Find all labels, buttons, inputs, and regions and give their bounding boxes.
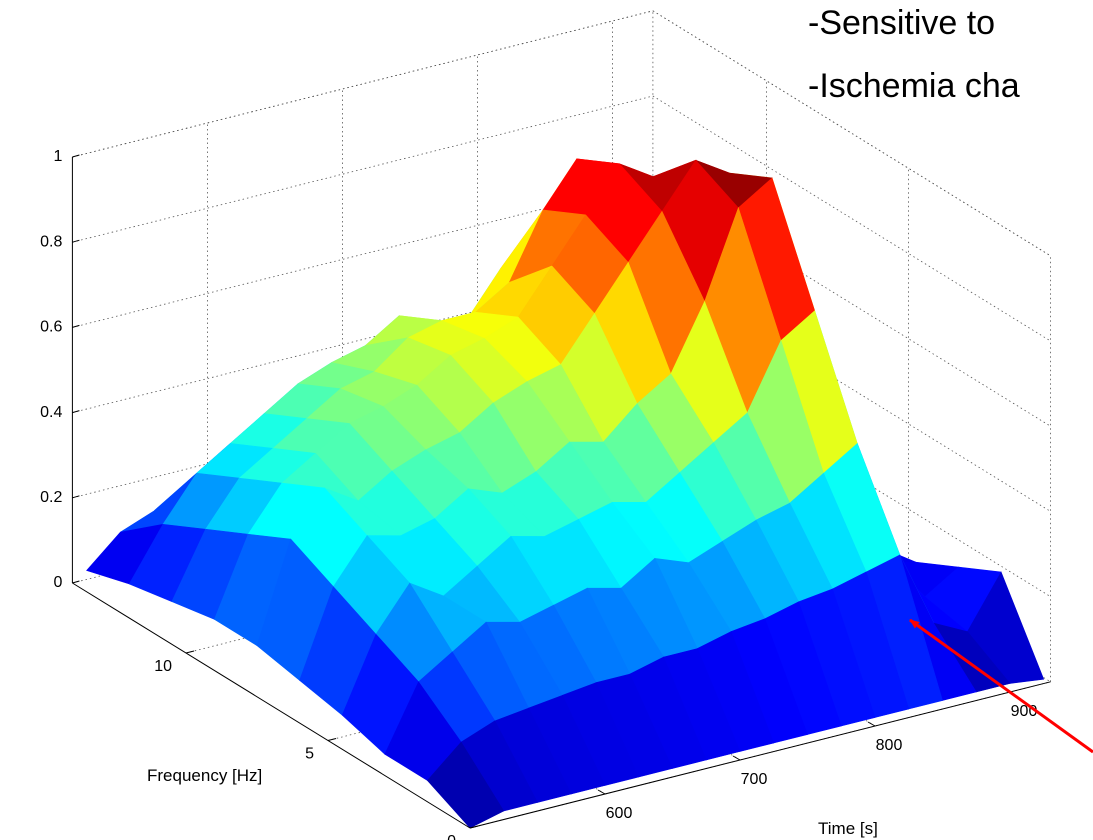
surface-patch — [426, 741, 505, 829]
z-tick-label: 0.2 — [40, 489, 62, 506]
x-tick-label: 900 — [1011, 703, 1038, 720]
x-axis — [469, 681, 1051, 829]
x-tick — [732, 755, 741, 761]
y-tick — [469, 825, 479, 829]
grid-line — [72, 10, 653, 158]
z-tick — [72, 154, 80, 158]
z-tick — [72, 410, 80, 414]
z-tick-label: 0.6 — [40, 319, 62, 336]
z-tick — [72, 324, 80, 328]
z-tick-label: 0.8 — [40, 233, 62, 250]
surface — [86, 158, 1045, 829]
grid-line — [72, 95, 653, 243]
z-tick-label: 1 — [53, 148, 62, 165]
x-tick-label: 800 — [876, 737, 903, 754]
z-tick-label: 0.4 — [40, 404, 62, 421]
grid-line — [72, 180, 653, 328]
y-axis-title: Frequency [Hz] — [147, 766, 262, 785]
annotation: -Ischemia cha — [808, 67, 1020, 105]
grid-line — [72, 266, 653, 413]
x-tick — [867, 721, 876, 727]
x-tick-label: 700 — [741, 771, 768, 788]
y-tick — [327, 738, 337, 741]
z-tick-label: 0 — [53, 574, 62, 591]
arrow — [909, 618, 1093, 754]
z-tick — [72, 239, 80, 243]
x-tick — [597, 789, 606, 795]
grid-line — [652, 95, 1051, 342]
z-tick — [72, 495, 80, 499]
x-axis-title: Time [s] — [818, 819, 878, 838]
y-tick — [185, 650, 195, 654]
grid-line — [652, 10, 1051, 257]
y-tick-label: 5 — [305, 746, 314, 763]
annotation: -Sensitive to — [808, 4, 995, 42]
z-tick — [72, 580, 80, 584]
axes: 00.20.40.60.810510600700800900 — [40, 148, 1051, 840]
x-tick-label: 600 — [606, 805, 633, 822]
grid-line — [72, 351, 653, 499]
y-axis — [72, 582, 471, 829]
y-tick-label: 10 — [154, 658, 172, 675]
y-tick-label: 0 — [447, 833, 456, 840]
